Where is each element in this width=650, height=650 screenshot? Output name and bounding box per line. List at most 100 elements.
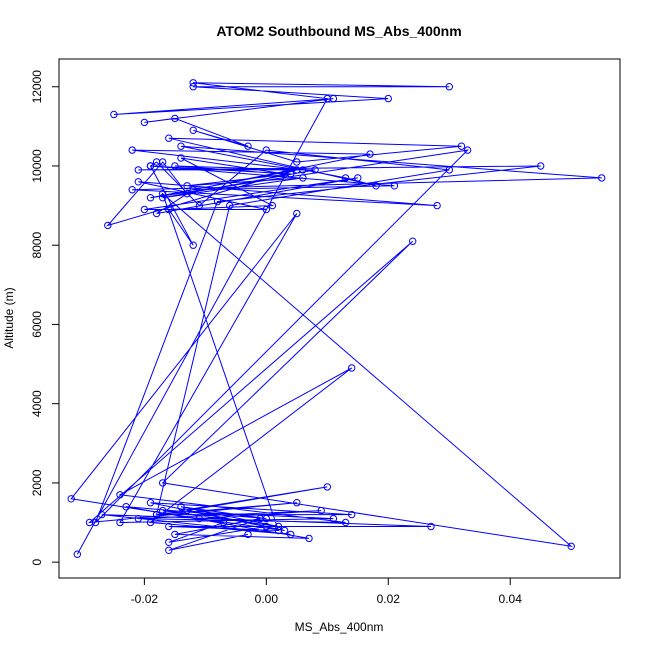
data-point [177, 503, 185, 511]
data-point [317, 506, 325, 515]
data-point [433, 201, 441, 210]
y-tick-label: 12000 [30, 70, 44, 104]
data-point [159, 479, 167, 487]
data-point [116, 518, 124, 527]
data-point [567, 542, 575, 550]
data-point [146, 499, 155, 507]
data-point [73, 550, 82, 558]
data-point [159, 506, 167, 515]
data-point [409, 237, 417, 245]
data-point [159, 194, 167, 202]
data-point [256, 514, 264, 523]
data-point [372, 182, 380, 190]
data-point [134, 514, 143, 523]
data-point [299, 174, 307, 182]
data-point [348, 364, 356, 372]
data-point [85, 518, 94, 527]
data-point [293, 209, 301, 218]
chart-title: ATOM2 Southbound MS_Abs_400nm [216, 23, 461, 39]
data-point [299, 166, 307, 174]
data-point [122, 503, 130, 511]
data-point [390, 182, 399, 190]
data-point [244, 530, 252, 539]
data-point [195, 514, 204, 523]
data-point [98, 510, 106, 519]
data-point [140, 118, 149, 127]
data-point [457, 142, 466, 150]
data-point [537, 162, 545, 170]
data-point [134, 178, 143, 186]
data-point [348, 510, 356, 519]
data-point [128, 146, 136, 154]
series-line [70, 82, 602, 555]
data-point [195, 201, 204, 210]
data-point [67, 495, 75, 503]
data-point [219, 518, 228, 527]
data-point [146, 518, 155, 527]
y-axis-label: Altitude (m) [2, 287, 16, 348]
data-point [226, 201, 234, 210]
data-point [128, 186, 136, 194]
data-point [329, 514, 338, 523]
data-point [354, 174, 362, 182]
data-point [280, 170, 289, 178]
data-point [311, 166, 319, 174]
data-point [171, 114, 179, 123]
data-point [189, 126, 197, 135]
data-point [341, 174, 350, 182]
data-point [189, 241, 197, 249]
data-point [152, 158, 161, 166]
data-point [213, 197, 222, 206]
data-point [293, 499, 301, 507]
data-point [293, 158, 301, 166]
y-axis: 0 2000 4000 6000 8000 10000 12000 [30, 70, 60, 565]
data-point [189, 186, 197, 194]
data-point [262, 522, 270, 531]
data-point [189, 83, 197, 91]
data-point [268, 201, 277, 210]
data-point [445, 83, 453, 91]
y-tick-label: 10000 [30, 149, 44, 183]
data-point [116, 491, 124, 499]
series-layer [67, 79, 606, 558]
data-point [189, 79, 197, 87]
data-point [329, 94, 338, 103]
data-point [262, 205, 270, 214]
data-point [146, 194, 155, 202]
data-point [323, 483, 331, 491]
data-point [262, 146, 270, 154]
data-point [152, 510, 161, 519]
data-point [165, 522, 173, 531]
data-point [287, 530, 295, 539]
data-point [384, 94, 392, 103]
x-tick-label: 0.00 [255, 592, 279, 606]
data-point [244, 142, 252, 150]
data-point [104, 221, 112, 230]
y-tick-label: 2000 [30, 469, 44, 496]
data-point [463, 146, 472, 154]
data-point [280, 526, 289, 535]
y-tick-label: 0 [30, 558, 44, 565]
x-axis-label: MS_Abs_400nm [295, 620, 384, 634]
plot-frame [58, 58, 621, 579]
data-point [183, 506, 191, 515]
data-point [183, 182, 191, 190]
data-point [427, 522, 435, 531]
data-point [274, 522, 283, 531]
data-point [134, 166, 143, 174]
data-point [165, 546, 173, 554]
x-axis: -0.02 0.00 0.02 0.04 [131, 577, 523, 606]
data-point [183, 190, 191, 198]
data-point [152, 209, 161, 218]
data-point [177, 142, 185, 150]
data-point [305, 534, 313, 543]
y-tick-label: 8000 [30, 232, 44, 259]
data-point [110, 110, 118, 119]
data-point [165, 205, 173, 214]
x-tick-label: 0.02 [377, 592, 401, 606]
x-tick-label: 0.04 [499, 592, 523, 606]
x-tick-label: -0.02 [131, 592, 159, 606]
y-tick-label: 4000 [30, 390, 44, 417]
data-point [159, 190, 167, 198]
